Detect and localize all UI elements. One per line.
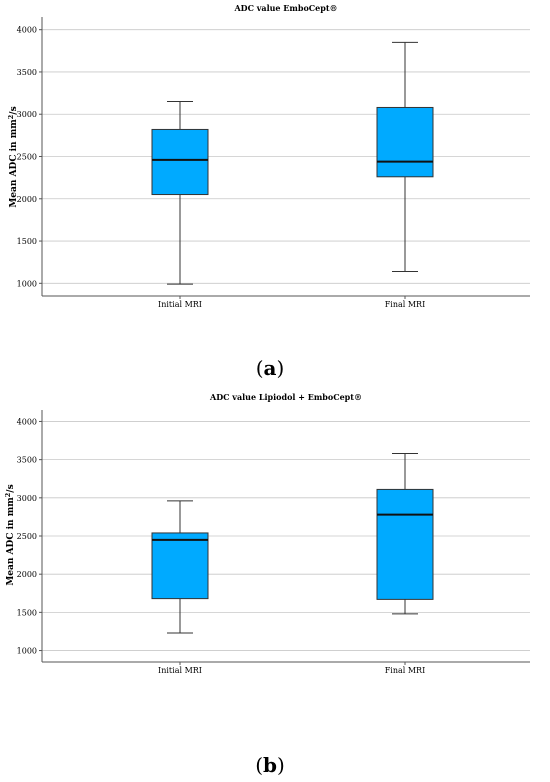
- y-tick-label: 2000: [17, 570, 37, 579]
- y-tick-label: 1500: [17, 608, 37, 617]
- y-tick-label: 3500: [17, 68, 37, 77]
- y-tick-label: 3500: [17, 456, 37, 465]
- panel-label-close: ): [276, 356, 284, 380]
- panel-label: (b): [255, 753, 285, 777]
- box-iqr: [151, 128, 209, 196]
- x-tick-label: Final MRI: [385, 300, 426, 309]
- x-tick-label: Initial MRI: [158, 666, 202, 675]
- y-tick-label: 2500: [17, 153, 37, 162]
- y-tick-label: 2500: [17, 532, 37, 541]
- y-axis-label: Mean ADC in mm2/s: [7, 106, 19, 207]
- y-axis-label-superscript: 2: [4, 493, 12, 498]
- box-initial-mri: [151, 101, 209, 285]
- y-tick-label: 2000: [17, 195, 37, 204]
- chart-title: ADC value Lipiodol + EmboCept®: [209, 392, 362, 402]
- box-iqr: [151, 532, 209, 600]
- box-initial-mri: [151, 500, 209, 634]
- panel-label: (a): [256, 356, 285, 380]
- y-axis-label: Mean ADC in mm2/s: [4, 484, 16, 585]
- y-tick-label: 3000: [17, 494, 37, 503]
- x-tick-label: Initial MRI: [158, 300, 202, 309]
- y-tick-label: 1500: [17, 237, 37, 246]
- y-axis-label-main: Mean ADC in mm: [6, 497, 16, 586]
- panel-label-letter: b: [263, 753, 277, 777]
- panel-label-open: (: [255, 753, 263, 777]
- box-iqr: [376, 106, 434, 178]
- chart-panel-2: ADC value Lipiodol + EmboCept® 1000 1500 20…: [4, 392, 530, 777]
- y-tick-label: 4000: [17, 417, 37, 426]
- y-tick-label: 1000: [17, 279, 37, 288]
- box-final-mri: [376, 453, 434, 615]
- panel-label-letter: a: [264, 356, 277, 380]
- box-iqr: [376, 488, 434, 600]
- panel-label-close: ): [277, 753, 285, 777]
- y-tick-label: 1000: [17, 647, 37, 656]
- panel-label-open: (: [256, 356, 264, 380]
- box-final-mri: [376, 41, 434, 272]
- y-axis-label-tail: /s: [6, 484, 16, 492]
- y-axis-label-tail: /s: [9, 106, 19, 114]
- y-tick-label: 3000: [17, 110, 37, 119]
- y-axis-label-main: Mean ADC in mm: [9, 119, 19, 208]
- y-axis-label-superscript: 2: [7, 115, 15, 120]
- chart-title: ADC value EmboCept®: [233, 3, 337, 13]
- x-tick-label: Final MRI: [385, 666, 426, 675]
- y-tick-label: 4000: [17, 26, 37, 35]
- chart-panel-1: ADC value EmboCept® 1000 1500 2000 2500 3000 3…: [7, 3, 530, 380]
